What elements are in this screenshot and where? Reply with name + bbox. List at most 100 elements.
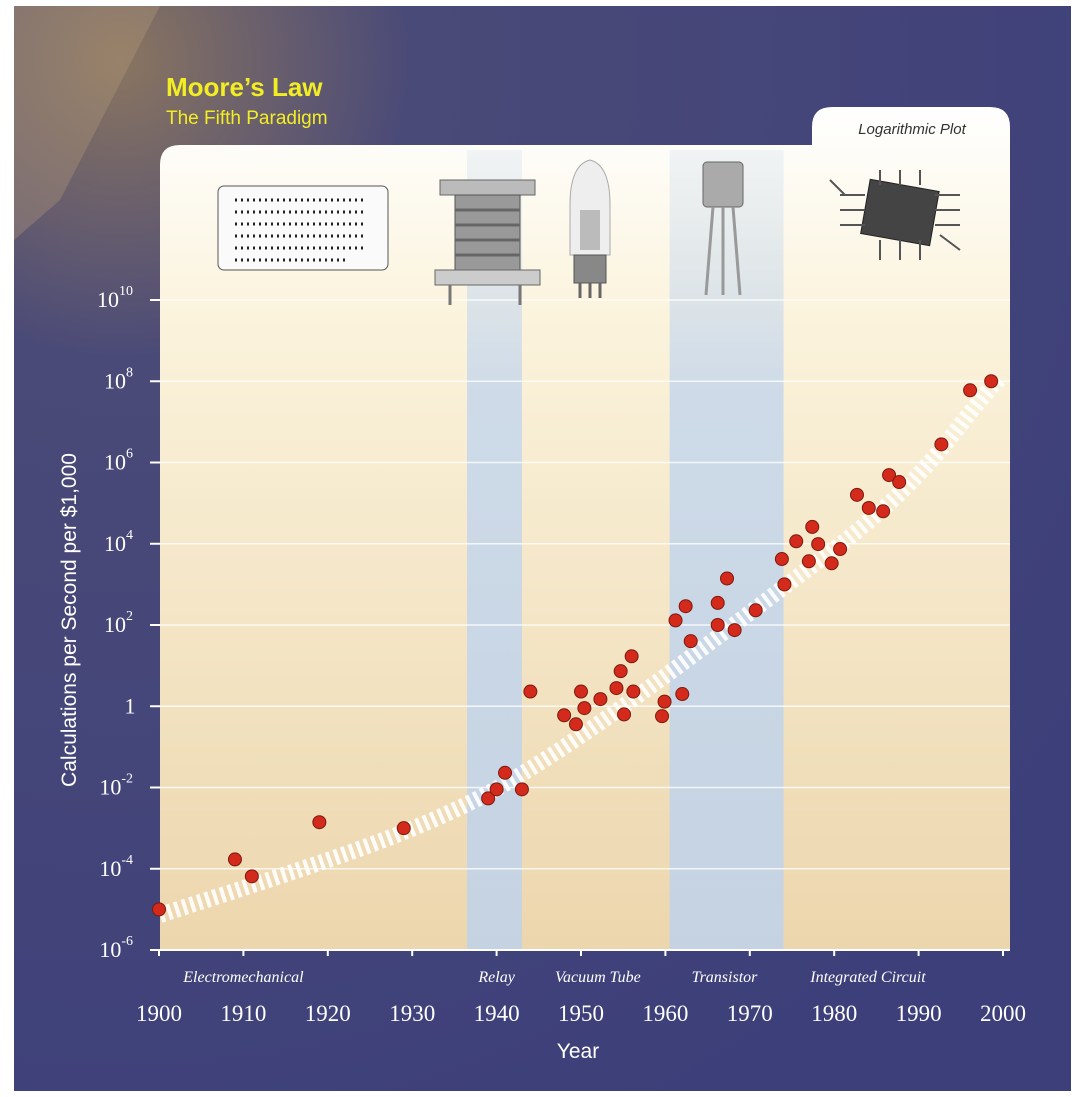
x-tick-label: 1980 (811, 1001, 857, 1026)
data-point (523, 684, 538, 699)
y-tick-base: 10 (104, 531, 126, 556)
data-point (861, 500, 876, 515)
data-point (655, 709, 670, 724)
data-point (312, 815, 327, 830)
data-point (577, 701, 592, 716)
y-tick-label: 102 (104, 609, 133, 637)
y-tick-exponent: 4 (126, 528, 133, 543)
data-point (574, 684, 588, 699)
background-glow (14, 6, 160, 240)
y-tick-label: 104 (104, 528, 133, 556)
data-point (934, 437, 949, 452)
paradigm-label: Electromechanical (182, 969, 304, 986)
y-tick-label: 108 (104, 365, 133, 393)
data-point (876, 504, 891, 519)
data-point (626, 684, 641, 699)
data-point (984, 374, 999, 389)
data-point (489, 782, 504, 797)
y-tick-exponent: -6 (121, 934, 133, 949)
y-tick-exponent: -2 (121, 772, 133, 787)
data-point (244, 869, 259, 884)
y-tick-label: 10-6 (99, 934, 133, 962)
x-tick-label: 1960 (642, 1001, 688, 1026)
y-tick-exponent: -4 (121, 853, 133, 868)
chart-subtitle: The Fifth Paradigm (166, 108, 328, 129)
data-point (557, 708, 572, 723)
annotation: Logarithmic Plot (858, 121, 966, 138)
x-tick-label: 1930 (389, 1001, 435, 1026)
x-tick-label: 1920 (305, 1001, 351, 1026)
data-point (514, 782, 529, 797)
y-tick-exponent: 6 (126, 447, 133, 462)
paradigm-label: Relay (477, 969, 515, 986)
data-point (593, 692, 608, 707)
data-point (805, 519, 820, 534)
y-tick-label: 1010 (97, 284, 133, 312)
y-tick-base: 10 (99, 775, 121, 800)
x-tick-label: 1900 (136, 1001, 182, 1026)
transistor-icon (702, 161, 744, 296)
x-tick-label: 1970 (727, 1001, 773, 1026)
data-point (678, 599, 693, 614)
data-point (498, 765, 513, 780)
y-axis-label: Calculations per Second per $1,000 (58, 453, 81, 787)
paradigm-label: Vacuum Tube (555, 969, 641, 986)
y-tick-exponent: 8 (126, 365, 133, 380)
data-point (963, 383, 978, 398)
data-point (152, 902, 166, 917)
x-tick-label: 1990 (896, 1001, 942, 1026)
data-point (675, 687, 690, 702)
data-point (396, 821, 411, 836)
data-point (617, 707, 632, 722)
y-tick-exponent: 10 (119, 284, 133, 299)
data-point (789, 534, 804, 549)
data-point (824, 556, 839, 571)
data-point (777, 577, 792, 592)
data-point (657, 694, 672, 709)
data-point (892, 475, 907, 490)
y-tick-base: 10 (104, 450, 126, 475)
x-tick-label: 1910 (220, 1001, 266, 1026)
paradigm-label: Transistor (692, 969, 759, 986)
data-point (882, 468, 897, 483)
era-band (669, 150, 784, 950)
data-point (227, 852, 242, 867)
y-tick-exponent: 2 (126, 609, 133, 624)
relay-icon (434, 179, 541, 305)
data-point (748, 603, 763, 618)
x-axis-label: Year (557, 1040, 599, 1063)
chart-title: Moore’s Law (166, 72, 323, 102)
y-tick-base: 10 (97, 287, 119, 312)
y-tick-base: 10 (99, 856, 121, 881)
data-point (774, 552, 789, 567)
data-point (710, 595, 725, 610)
data-point (609, 681, 624, 696)
x-tick-label: 1940 (474, 1001, 520, 1026)
data-point (710, 618, 725, 632)
data-point (668, 613, 683, 628)
data-point (727, 623, 742, 638)
y-tick-base: 10 (99, 937, 121, 962)
data-point (568, 717, 583, 732)
y-tick-base: 10 (104, 368, 126, 393)
y-tick-label: 106 (104, 447, 133, 475)
integrated-circuit-icon (829, 170, 961, 260)
data-point (624, 649, 639, 664)
y-tick-label: 1 (125, 693, 136, 718)
data-point (683, 634, 698, 649)
y-tick-label: 10-4 (99, 853, 133, 881)
data-point (720, 571, 735, 586)
vacuum-tube-icon (569, 159, 611, 298)
data-point (811, 537, 826, 552)
paradigm-label: Integrated Circuit (809, 969, 926, 986)
punch-card-icon (217, 185, 389, 271)
data-point (801, 554, 816, 569)
y-tick-base: 10 (104, 612, 126, 637)
data-point (833, 542, 848, 557)
y-tick-label: 10-2 (99, 772, 133, 800)
plot-panel (160, 107, 1010, 950)
data-point (481, 791, 496, 806)
x-tick-label: 1950 (558, 1001, 604, 1026)
